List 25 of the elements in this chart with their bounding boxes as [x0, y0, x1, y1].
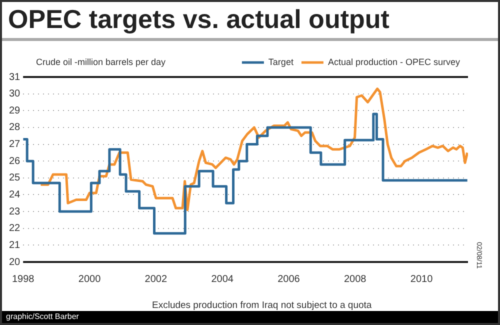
legend-label: Target [268, 56, 294, 67]
chart-title: OPEC targets vs. actual output [8, 4, 390, 35]
x-tick-label: 2008 [344, 274, 367, 285]
x-tick-label: 1998 [12, 274, 35, 285]
y-tick-label: 30 [9, 88, 21, 100]
y-axis-title: Crude oil -million barrels per day [36, 57, 166, 67]
y-tick-label: 24 [9, 189, 21, 200]
y-tick-label: 28 [9, 122, 21, 134]
y-tick-label: 22 [9, 223, 21, 234]
y-tick-label: 21 [9, 240, 21, 251]
y-tick-label: 27 [9, 139, 21, 150]
text: Excludes production from Iraq not subject to a quota [152, 300, 372, 311]
x-tick-label: 2000 [78, 274, 102, 285]
y-tick-label: 31 [9, 72, 21, 83]
legend-label: Actual production - OPEC survey [328, 56, 460, 67]
text: graphic/Scott Barber [2, 311, 500, 323]
x-tick-label: 2006 [278, 274, 300, 285]
y-tick-label: 25 [9, 172, 21, 184]
y-tick-label: 29 [9, 105, 21, 116]
y-tick-label: 23 [9, 206, 21, 218]
y-tick-label: 20 [9, 256, 21, 268]
x-tick-label: 2002 [144, 274, 168, 285]
x-tick-label: 2010 [410, 274, 434, 285]
y-tick-label: 26 [9, 156, 21, 167]
x-tick-label: 2004 [211, 274, 234, 285]
